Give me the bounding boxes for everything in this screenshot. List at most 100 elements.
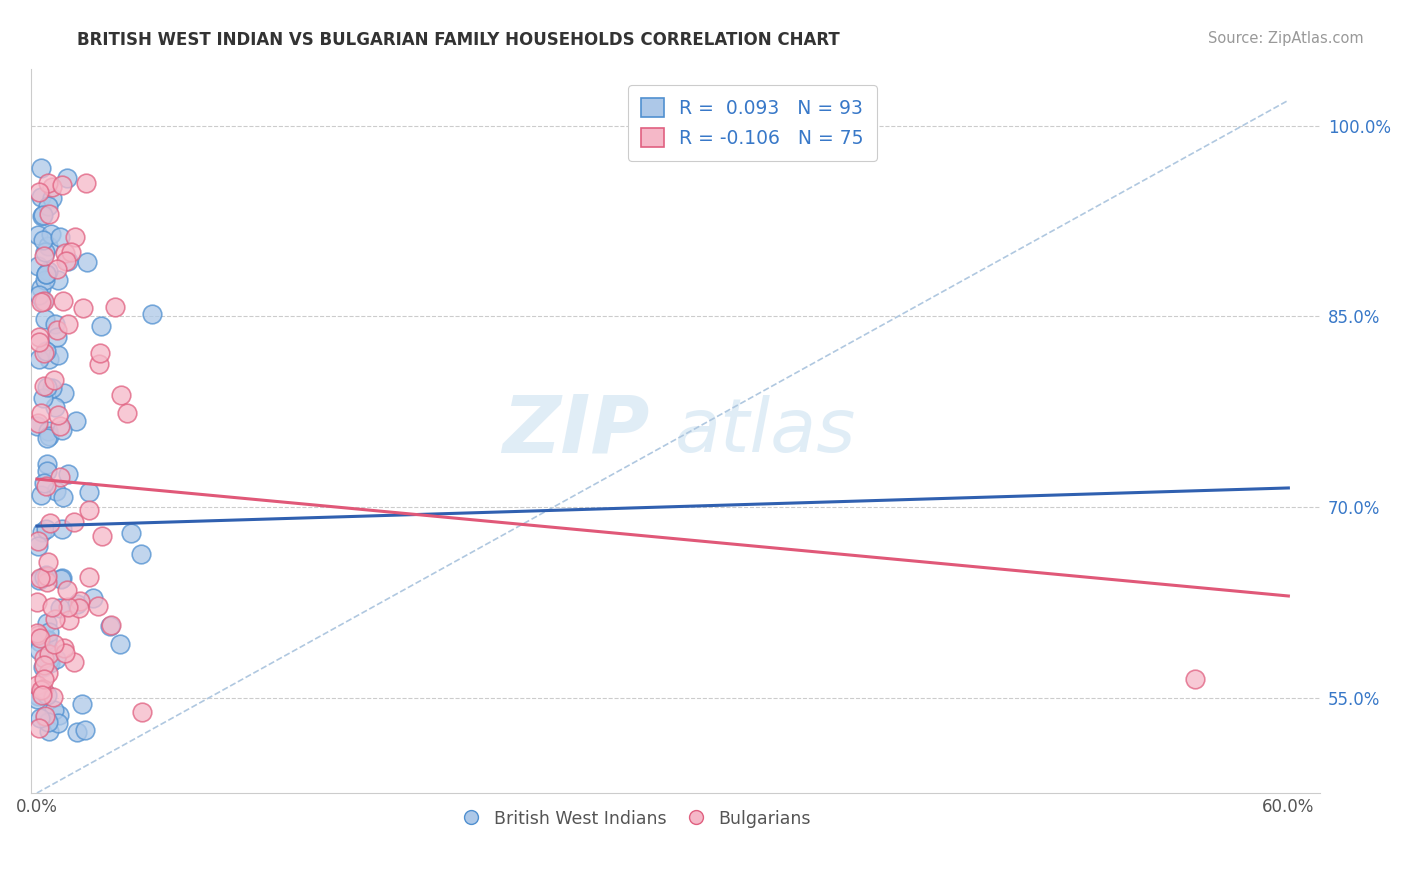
Point xyxy=(87,599,110,614)
Point xyxy=(37,424,59,438)
Point xyxy=(77,570,100,584)
Point xyxy=(51,178,73,192)
Point xyxy=(37,431,59,445)
Point xyxy=(27,628,49,642)
Point xyxy=(37,632,59,646)
Legend: British West Indians, Bulgarians: British West Indians, Bulgarians xyxy=(456,803,818,835)
Point xyxy=(30,190,52,204)
Point xyxy=(32,632,55,646)
Point xyxy=(32,379,55,393)
Point xyxy=(38,625,60,640)
Point xyxy=(30,634,52,648)
Point xyxy=(41,381,63,395)
Point xyxy=(31,524,53,539)
Point xyxy=(38,207,60,221)
Point xyxy=(32,233,55,247)
Point xyxy=(35,267,58,281)
Point xyxy=(37,238,59,252)
Point xyxy=(32,660,55,674)
Point xyxy=(41,180,63,194)
Point xyxy=(34,709,56,723)
Point xyxy=(46,323,69,337)
Point xyxy=(90,318,112,333)
Point xyxy=(30,281,52,295)
Point xyxy=(30,488,52,502)
Point xyxy=(28,334,51,349)
Point xyxy=(89,346,111,360)
Point xyxy=(141,307,163,321)
Point xyxy=(32,570,55,584)
Point xyxy=(35,464,58,478)
Point xyxy=(49,600,72,615)
Point xyxy=(25,678,48,692)
Point xyxy=(28,711,51,725)
Point xyxy=(46,715,69,730)
Point xyxy=(44,636,66,650)
Point xyxy=(27,419,49,434)
Point xyxy=(27,259,49,273)
Point xyxy=(34,709,56,723)
Point xyxy=(38,351,60,366)
Point xyxy=(56,171,79,186)
Point xyxy=(110,388,132,402)
Point xyxy=(27,689,49,703)
Point xyxy=(37,176,59,190)
Point xyxy=(55,254,77,268)
Point xyxy=(42,373,65,387)
Text: BRITISH WEST INDIAN VS BULGARIAN FAMILY HOUSEHOLDS CORRELATION CHART: BRITISH WEST INDIAN VS BULGARIAN FAMILY … xyxy=(77,31,839,49)
Point xyxy=(42,690,65,705)
Point xyxy=(37,264,59,278)
Point xyxy=(75,723,97,737)
Point xyxy=(28,287,51,301)
Point xyxy=(131,705,153,719)
Point xyxy=(37,666,59,681)
Point xyxy=(66,597,89,611)
Point xyxy=(37,199,59,213)
Point xyxy=(51,423,73,437)
Point xyxy=(28,185,51,199)
Point xyxy=(37,632,59,647)
Point xyxy=(115,406,138,420)
Point xyxy=(129,548,152,562)
Point xyxy=(27,539,49,553)
Point xyxy=(25,595,48,609)
Point xyxy=(31,209,53,223)
Point xyxy=(110,637,132,651)
Point xyxy=(82,591,104,605)
Point xyxy=(35,567,58,582)
Point xyxy=(58,253,80,268)
Point xyxy=(67,600,90,615)
Point xyxy=(53,385,76,400)
Point xyxy=(37,715,59,730)
Point xyxy=(32,657,55,672)
Point xyxy=(69,593,91,607)
Point xyxy=(30,406,52,420)
Point xyxy=(1184,672,1206,686)
Point xyxy=(31,208,53,222)
Point xyxy=(52,640,75,655)
Point xyxy=(63,655,86,669)
Point xyxy=(98,618,121,632)
Point xyxy=(35,574,58,589)
Point xyxy=(27,416,49,430)
Point xyxy=(55,245,77,260)
Point xyxy=(35,688,58,702)
Point xyxy=(28,351,51,366)
Point xyxy=(32,249,55,263)
Point xyxy=(75,176,97,190)
Text: ZIP: ZIP xyxy=(502,392,650,470)
Point xyxy=(65,414,87,428)
Point xyxy=(66,724,89,739)
Point xyxy=(28,631,51,645)
Point xyxy=(25,625,48,640)
Point xyxy=(51,572,73,586)
Point xyxy=(56,600,79,615)
Point xyxy=(35,522,58,536)
Point xyxy=(28,571,51,585)
Point xyxy=(25,692,48,706)
Point xyxy=(51,523,73,537)
Point xyxy=(32,650,55,665)
Point xyxy=(27,534,49,549)
Point xyxy=(56,317,79,331)
Point xyxy=(45,652,67,666)
